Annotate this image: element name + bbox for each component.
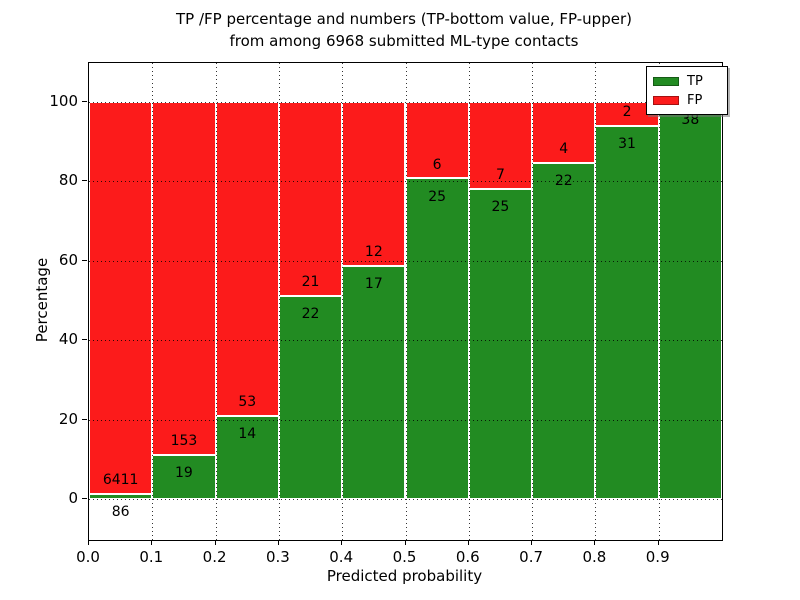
y-tick-mark: [82, 418, 87, 420]
bar-segment-fp: [468, 101, 533, 189]
y-tick-mark: [82, 339, 87, 341]
bar-segment-fp: [215, 101, 279, 416]
x-tick-label: 0.3: [265, 548, 290, 566]
legend-label-tp: TP: [687, 74, 703, 89]
bar-segment-tp: [152, 455, 216, 500]
x-tick-mark: [467, 540, 469, 545]
x-tick-label: 0.1: [139, 548, 164, 566]
tp-color-swatch-icon: [653, 77, 679, 86]
x-tick-mark: [657, 540, 659, 545]
bar-segment-tp: [658, 101, 722, 500]
bar-segment-fp: [532, 101, 596, 163]
bar-segment-fp: [89, 101, 153, 494]
x-axis-label: Predicted probability: [326, 567, 483, 585]
x-tick-label: 0.7: [519, 548, 544, 566]
fp-color-swatch-icon: [653, 96, 679, 105]
bar-segment-tp: [405, 178, 469, 500]
x-tick-mark: [151, 540, 153, 545]
x-tick-mark: [277, 540, 279, 545]
bar-segment-fp: [342, 101, 406, 267]
legend-entry-tp: TP: [653, 72, 721, 91]
x-tick-mark: [88, 540, 89, 545]
legend-entry-fp: FP: [653, 91, 721, 110]
y-tick-mark: [82, 259, 87, 261]
x-tick-label: 0.4: [329, 548, 354, 566]
x-tick-label: 0.5: [392, 548, 417, 566]
y-tick-mark: [82, 100, 87, 102]
bar-segment-fp: [278, 101, 343, 296]
bar-segment-tp: [278, 295, 343, 500]
chart-title-line2: from among 6968 submitted ML-type contac…: [229, 32, 579, 50]
x-tick-mark: [594, 540, 596, 545]
chart-title-line1: TP /FP percentage and numbers (TP-bottom…: [176, 10, 632, 28]
y-tick-label: 20: [58, 409, 78, 428]
bars-layer: [89, 63, 722, 540]
plot-area: 6411 86 153 19 53 14 21 22 12 17 6 25 7 25 4 22 2 31 38: [88, 62, 723, 541]
y-tick-label: 60: [58, 250, 78, 269]
y-tick-label: 40: [58, 330, 78, 349]
x-tick-label: 0.8: [582, 548, 607, 566]
legend-label-fp: FP: [687, 93, 703, 108]
bar-segment-tp: [595, 125, 659, 500]
x-tick-label: 0.9: [645, 548, 670, 566]
legend: TP FP: [646, 66, 728, 115]
bar-segment-tp: [89, 493, 153, 500]
x-tick-mark: [341, 540, 343, 545]
x-tick-label: 0.6: [455, 548, 480, 566]
y-tick-mark: [82, 498, 87, 500]
x-tick-label: 0.0: [76, 548, 100, 566]
y-tick-label: 100: [49, 91, 78, 110]
y-axis-label: Percentage: [33, 257, 51, 343]
chart-title: TP /FP percentage and numbers (TP-bottom…: [0, 8, 800, 52]
y-tick-label: 0: [68, 489, 78, 508]
bar-segment-fp: [405, 101, 469, 179]
x-tick-mark: [531, 540, 533, 545]
bar-segment-tp: [468, 188, 533, 500]
x-tick-label: 0.2: [202, 548, 227, 566]
bar-segment-fp: [152, 101, 216, 456]
bar-segment-tp: [532, 162, 596, 500]
y-tick-mark: [82, 180, 87, 182]
bar-segment-tp: [215, 415, 279, 500]
y-tick-label: 80: [58, 171, 78, 190]
x-tick-mark: [214, 540, 216, 545]
x-tick-mark: [404, 540, 406, 545]
bar-segment-tp: [342, 266, 406, 500]
